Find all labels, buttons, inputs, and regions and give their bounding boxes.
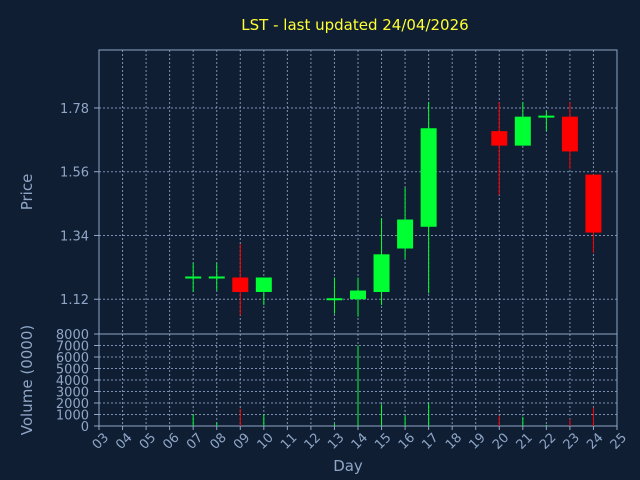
x-tick-label: 09 <box>231 430 253 452</box>
x-tick-label: 08 <box>207 430 229 452</box>
candle <box>420 102 437 294</box>
candle <box>208 263 225 291</box>
x-tick-label: 06 <box>160 430 182 452</box>
x-tick-label: 12 <box>302 430 324 452</box>
candle <box>255 277 272 306</box>
price-tick-label: 1.56 <box>60 166 89 181</box>
x-tick-label: 20 <box>490 430 512 452</box>
price-axis-label: Price <box>18 174 36 211</box>
price-tick-label: 1.34 <box>60 229 89 244</box>
candle <box>397 187 414 259</box>
candle-body <box>491 131 508 146</box>
volume-bars <box>192 345 594 426</box>
x-tick-label: 03 <box>90 430 112 452</box>
candle-body <box>420 128 437 227</box>
candle <box>585 174 602 253</box>
candle <box>185 263 202 292</box>
candles <box>185 102 602 317</box>
x-tick-label: 07 <box>184 430 206 452</box>
price-tick-label: 1.78 <box>60 102 89 117</box>
x-tick-label: 17 <box>419 430 441 452</box>
candle <box>350 277 366 317</box>
x-tick-label: 11 <box>278 430 300 452</box>
candle-body <box>514 116 531 146</box>
volume-tick-label: 6000 <box>56 351 89 366</box>
volume-tick-label: 4000 <box>56 374 89 389</box>
volume-tick-label: 2000 <box>56 397 89 412</box>
x-tick-label: 05 <box>137 430 159 452</box>
x-tick-label: 25 <box>608 430 630 452</box>
chart-title: LST - last updated 24/04/2026 <box>241 16 468 34</box>
candle-body <box>232 277 249 292</box>
candle-body <box>350 290 366 300</box>
x-axis-label: Day <box>333 457 363 475</box>
candle <box>514 102 531 146</box>
volume-tick-label: 0 <box>81 420 89 435</box>
volume-tick-label: 8000 <box>56 328 89 343</box>
volume-axis-label: Volume (0000) <box>18 325 36 435</box>
x-tick-label: 04 <box>113 430 135 452</box>
price-axis-ticks: 1.12 1.34 1.56 1.78 <box>60 102 99 308</box>
x-tick-label: 19 <box>466 430 488 452</box>
candle-body <box>561 116 578 152</box>
volume-tick-label: 7000 <box>56 340 89 355</box>
candle-body <box>255 277 272 292</box>
candle-body <box>585 174 602 233</box>
x-tick-label: 22 <box>537 430 559 452</box>
candle <box>538 110 555 132</box>
candle <box>373 218 390 306</box>
candle <box>326 277 343 314</box>
x-tick-label: 21 <box>514 430 536 452</box>
x-tick-label: 15 <box>372 430 394 452</box>
candle-body <box>373 254 390 292</box>
price-tick-label: 1.12 <box>60 293 89 308</box>
x-tick-label: 13 <box>325 430 347 452</box>
volume-tick-label: 1000 <box>56 409 89 424</box>
candle-body <box>397 219 414 249</box>
x-tick-label: 16 <box>396 430 418 452</box>
volume-tick-label: 3000 <box>56 386 89 401</box>
candle <box>561 102 578 169</box>
x-tick-label: 24 <box>584 430 606 452</box>
volume-tick-label: 5000 <box>56 363 89 378</box>
candle <box>232 244 249 316</box>
x-tick-label: 10 <box>255 430 277 452</box>
x-tick-label: 23 <box>561 430 583 452</box>
x-tick-label: 14 <box>349 430 371 452</box>
x-axis-ticks: 03 04 05 06 07 08 09 10 11 12 13 14 15 16 17 18 19 20 21 22… <box>90 426 630 453</box>
x-tick-label: 18 <box>443 430 465 452</box>
candle <box>491 102 508 195</box>
